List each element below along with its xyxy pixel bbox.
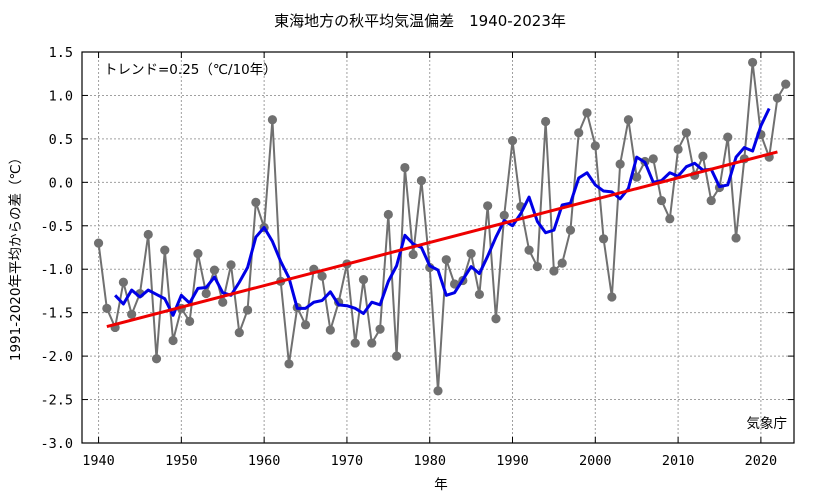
y-tick-label: -0.5 <box>40 219 73 235</box>
annual-data-point <box>524 245 534 255</box>
annual-data-point <box>615 159 625 169</box>
annual-data-point <box>681 128 691 138</box>
x-tick-label: 2010 <box>662 453 695 469</box>
annual-data-point <box>300 320 311 330</box>
annual-data-point <box>723 132 733 142</box>
x-tick-label: 1980 <box>413 453 446 469</box>
y-tick-label: 1.0 <box>49 88 73 104</box>
annual-data-point <box>557 258 567 268</box>
annual-data-point <box>532 262 542 272</box>
y-tick-label: 0.0 <box>49 175 73 191</box>
annual-series-line <box>97 62 787 391</box>
annual-data-point <box>483 201 493 211</box>
annual-data-point <box>151 354 162 364</box>
trend-line <box>106 150 778 329</box>
annual-data-point <box>748 57 758 68</box>
annual-data-point <box>209 265 220 275</box>
annual-data-point <box>201 288 211 299</box>
annual-data-point <box>574 128 584 138</box>
annual-data-point <box>706 195 716 206</box>
annual-data-point <box>93 238 104 248</box>
y-tick-label: -1.0 <box>40 262 73 278</box>
annual-data-point <box>565 225 576 235</box>
annual-data-point <box>185 316 195 326</box>
x-tick-label: 2000 <box>579 453 612 469</box>
y-tick-label: 1.5 <box>49 45 73 61</box>
y-tick-label: 0.5 <box>49 132 73 148</box>
annual-data-point <box>772 93 783 103</box>
annual-data-point <box>474 289 484 300</box>
annual-data-point <box>698 151 708 161</box>
annual-data-point <box>242 305 253 315</box>
annual-data-point <box>648 154 658 164</box>
annual-data-point <box>127 309 137 320</box>
annual-data-point <box>383 209 393 220</box>
annual-data-point <box>218 297 228 307</box>
annual-data-point <box>781 79 791 89</box>
annual-data-point <box>168 335 178 346</box>
annual-data-point <box>193 248 203 259</box>
y-axis-label: 1991-2020年平均からの差（℃） <box>8 151 24 361</box>
annual-data-point <box>408 249 418 260</box>
annual-data-point <box>325 325 335 335</box>
annual-data-point <box>226 260 236 270</box>
annual-data-point <box>367 338 377 348</box>
x-tick-label: 2020 <box>745 453 778 469</box>
annual-data-point <box>499 210 509 220</box>
x-tick-label: 1940 <box>82 453 115 469</box>
annual-data-point <box>590 141 600 151</box>
source-label: 気象庁 <box>747 416 788 432</box>
axis-ticks: -3.0 -2.5 -2.0 -1.5 -1.0 -0.5 0.0 0.5 1.0 1.5 1940… <box>40 45 794 469</box>
annual-data-point <box>598 234 609 244</box>
annual-data-point <box>441 255 451 265</box>
series-layer <box>93 57 791 396</box>
moving-average-line <box>114 107 771 317</box>
y-tick-label: -1.5 <box>40 306 73 322</box>
annual-data-point <box>400 162 410 173</box>
annual-data-point <box>549 266 559 276</box>
annual-data-point <box>143 229 153 240</box>
annual-data-point <box>656 195 667 206</box>
x-tick-label: 1960 <box>248 453 281 469</box>
annual-data-point <box>284 359 294 369</box>
annual-data-point <box>234 328 244 338</box>
x-tick-label: 1950 <box>165 453 198 469</box>
annual-data-point <box>118 277 128 287</box>
annual-data-point <box>160 245 170 255</box>
annual-data-point <box>416 175 427 186</box>
annual-data-point <box>665 214 675 224</box>
annual-data-point <box>673 144 683 154</box>
annual-data-point <box>623 115 634 125</box>
annual-data-point <box>425 262 435 273</box>
trend-annotation: トレンド=0.25（℃/10年） <box>104 62 277 78</box>
chart-title: 東海地方の秋平均気温偏差 1940-2023年 <box>274 12 566 30</box>
annual-data-point <box>375 324 385 334</box>
annual-data-point <box>267 115 278 125</box>
annual-data-point <box>632 172 642 182</box>
annual-data-point <box>466 248 476 259</box>
y-tick-label: -2.0 <box>40 349 73 365</box>
plot-frame <box>81 51 795 444</box>
annual-data-point <box>731 233 741 243</box>
annual-data-point <box>358 275 369 285</box>
annual-data-point <box>102 303 112 313</box>
x-tick-label: 1990 <box>496 453 529 469</box>
annual-data-point <box>541 116 551 127</box>
annual-data-point <box>507 136 518 146</box>
annual-data-point <box>251 197 261 207</box>
y-tick-label: -3.0 <box>40 436 73 452</box>
y-tick-label: -2.5 <box>40 393 73 409</box>
annual-data-point <box>350 338 360 348</box>
annual-data-point <box>392 351 402 361</box>
x-axis-label: 年 <box>434 477 448 493</box>
annual-data-point <box>317 271 327 281</box>
x-tick-label: 1970 <box>331 453 364 469</box>
annual-data-point <box>491 314 501 324</box>
annual-data-point <box>433 386 443 396</box>
annual-data-point <box>607 292 617 302</box>
annual-data-point <box>582 108 592 118</box>
